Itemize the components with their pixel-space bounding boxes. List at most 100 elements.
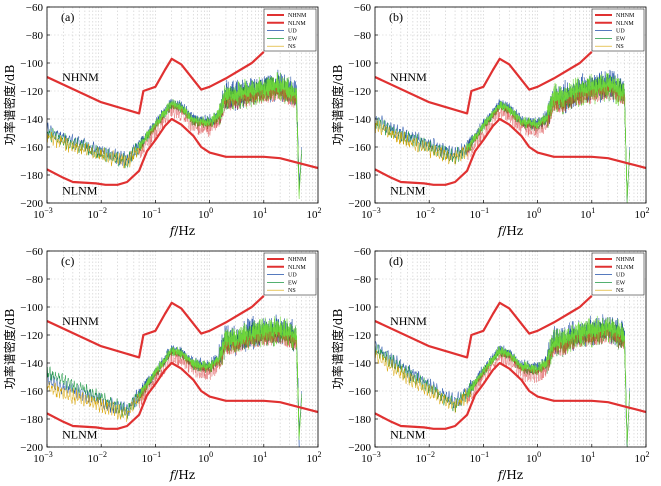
legend-label-ns: NS: [288, 288, 296, 294]
x-axis-title-unit: /Hz: [174, 224, 195, 238]
x-tick-label: 102: [307, 450, 322, 465]
annotation-nlnm: NLNM: [62, 428, 98, 442]
series-nhnm: [375, 294, 593, 359]
y-tick-label: −140: [20, 358, 43, 370]
y-axis-title: 功率谱密度/dB: [2, 65, 17, 146]
x-tick-label: 102: [635, 206, 650, 221]
x-tick-exponent: 1: [263, 206, 267, 215]
x-tick-exponent: 0: [537, 450, 541, 459]
x-axis-title: f/Hz: [169, 224, 195, 238]
series-nhnm: [47, 294, 265, 359]
series-nlnm: [47, 117, 318, 186]
y-tick-label: −100: [20, 58, 43, 70]
x-tick-label: 101: [252, 206, 267, 221]
y-tick-label: −80: [354, 30, 372, 42]
y-tick-label: −100: [348, 58, 371, 70]
x-axis-title-unit: /Hz: [502, 224, 523, 238]
x-tick-label: 10−3: [33, 206, 53, 221]
x-tick-label: 10−1: [142, 450, 162, 465]
x-tick-exponent: −2: [98, 206, 107, 215]
y-tick-label: −160: [20, 386, 43, 398]
x-tick-label: 10−3: [33, 450, 53, 465]
legend-label-ns: NS: [616, 44, 624, 50]
y-tick-label: −80: [26, 274, 44, 286]
y-tick-label: −200: [20, 442, 43, 454]
legend-label-nhnm: NHNM: [288, 257, 307, 263]
axes-frame: [374, 6, 647, 204]
series-nhnm: [47, 50, 265, 115]
x-tick-exponent: −3: [44, 206, 53, 215]
legend-label-nhnm: NHNM: [616, 257, 635, 263]
x-tick-exponent: 0: [209, 450, 213, 459]
y-axis-title: 功率谱密度/dB: [330, 309, 345, 390]
x-tick-exponent: −1: [481, 206, 490, 215]
panel-label: (b): [389, 10, 403, 24]
legend-label-ud: UD: [616, 29, 625, 35]
legend-label-ew: EW: [616, 36, 626, 42]
x-tick-label: 10−2: [87, 450, 107, 465]
y-tick-label: −60: [354, 2, 372, 14]
y-tick-label: −180: [348, 170, 371, 182]
x-tick-label: 100: [198, 450, 213, 465]
y-tick-label: −180: [20, 414, 43, 426]
y-tick-label: −120: [20, 86, 43, 98]
y-tick-label: −80: [354, 274, 372, 286]
y-axis-title: 功率谱密度/dB: [330, 65, 345, 146]
series-spike-overlay: [466, 85, 625, 160]
x-tick-exponent: 1: [263, 450, 267, 459]
x-tick-label: 102: [635, 450, 650, 465]
series-ns-lowfreq: [375, 120, 472, 166]
y-tick-label: −180: [348, 414, 371, 426]
legend-label-ew: EW: [288, 280, 298, 286]
y-tick-label: −120: [20, 330, 43, 342]
x-tick-label: 100: [526, 206, 541, 221]
x-axis-title: f/Hz: [497, 468, 523, 482]
x-axis-title: f/Hz: [169, 468, 195, 482]
axes-frame: [374, 250, 647, 448]
legend-label-nlnm: NLNM: [288, 265, 306, 271]
x-tick-exponent: 1: [591, 206, 595, 215]
x-tick-label: 10−3: [361, 206, 381, 221]
annotation-nhnm: NHNM: [390, 314, 427, 328]
annotation-nlnm: NLNM: [62, 184, 98, 198]
x-tick-exponent: −3: [372, 206, 381, 215]
series-nlnm: [47, 361, 318, 430]
y-tick-label: −160: [348, 386, 371, 398]
x-axis-title-variable: f: [169, 468, 177, 482]
y-tick-label: −120: [348, 86, 371, 98]
annotation-nlnm: NLNM: [390, 428, 426, 442]
x-tick-exponent: 0: [537, 206, 541, 215]
y-tick-label: −180: [20, 170, 43, 182]
grid: [374, 250, 646, 448]
x-tick-label: 102: [307, 206, 322, 221]
x-tick-exponent: −3: [372, 450, 381, 459]
annotation-nhnm: NHNM: [62, 70, 99, 84]
legend-label-ew: EW: [288, 36, 298, 42]
legend-label-nlnm: NLNM: [616, 21, 634, 27]
x-tick-exponent: 2: [318, 206, 322, 215]
x-tick-exponent: 2: [318, 450, 322, 459]
legend-label-nlnm: NLNM: [288, 21, 306, 27]
annotation-nhnm: NHNM: [62, 314, 99, 328]
x-tick-label: 100: [198, 206, 213, 221]
y-tick-label: −160: [20, 142, 43, 154]
x-tick-exponent: −1: [153, 450, 162, 459]
panel-label: (d): [389, 254, 403, 268]
legend-label-ns: NS: [616, 288, 624, 294]
x-tick-label: 10−2: [415, 206, 435, 221]
y-tick-label: −140: [348, 358, 371, 370]
x-axis-title-unit: /Hz: [502, 468, 523, 482]
x-tick-exponent: −1: [481, 450, 490, 459]
legend-label-nhnm: NHNM: [616, 13, 635, 19]
y-tick-label: −140: [348, 114, 371, 126]
x-tick-exponent: 2: [646, 206, 650, 215]
legend-label-ud: UD: [616, 273, 625, 279]
x-tick-label: 10−1: [470, 206, 490, 221]
legend-label-nhnm: NHNM: [288, 13, 307, 19]
